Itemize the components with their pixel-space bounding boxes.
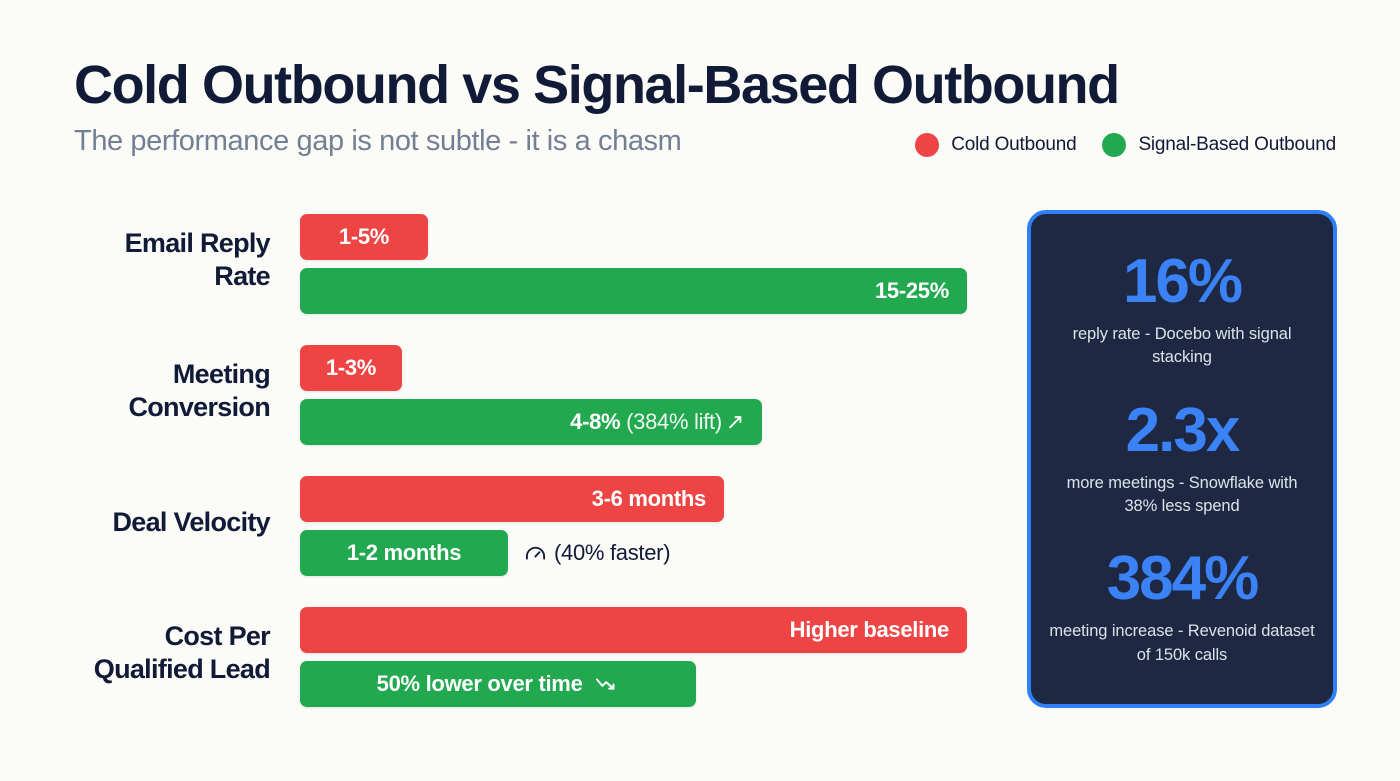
bar-signal-based-outbound[interactable]: 15-25% [300, 268, 967, 314]
bar-group-email-reply-rate: Email Reply Rate 1-5% 15-25% [0, 205, 1000, 336]
page-title: Cold Outbound vs Signal-Based Outbound [74, 55, 1120, 115]
bar-signal-based-outbound[interactable]: 1-2 months [300, 530, 508, 576]
bar-value-label: 1-2 months [346, 540, 462, 565]
bar-row-signal: 1-2 months (40% faster) [300, 530, 1000, 576]
bar-row-signal: 50% lower over time [300, 661, 1000, 707]
legend-item-signal-based-outbound[interactable]: Signal-Based Outbound [1102, 133, 1336, 157]
bar-annotation-deal-velocity: (40% faster) [524, 540, 671, 566]
bar-value-label: 1-3% [325, 355, 377, 380]
bar-group-meeting-conversion: Meeting Conversion 1-3% 4-8% (384% lift)… [0, 336, 1000, 467]
legend-item-cold-outbound[interactable]: Cold Outbound [915, 133, 1077, 157]
bars-container: 1-3% 4-8% (384% lift) ↗ [300, 345, 1000, 445]
bar-value-label: 3-6 months [591, 486, 707, 511]
bar-group-cost-per-qualified-lead: Cost Per Qualified Lead Higher baseline … [0, 598, 1000, 729]
header: Cold Outbound vs Signal-Based Outbound T… [74, 56, 1340, 158]
circle-icon [1102, 133, 1127, 157]
legend-label: Cold Outbound [951, 134, 1077, 155]
stat-block: 384% meeting increase - Revenoid dataset… [1049, 548, 1315, 667]
highlight-stats-card: 16% reply rate - Docebo with signal stac… [1027, 210, 1337, 708]
bar-cold-outbound[interactable]: 1-3% [300, 345, 402, 391]
bar-value-label: 50% lower over time [377, 671, 620, 697]
category-label-meeting-conversion: Meeting Conversion [40, 336, 270, 446]
category-label-line: Conversion [128, 392, 270, 422]
circle-icon [915, 133, 940, 157]
bar-chart: Email Reply Rate 1-5% 15-25% Meeting [0, 205, 1000, 729]
page-subtitle: The performance gap is not subtle - it i… [74, 125, 682, 158]
bars-container: 1-5% 15-25% [300, 214, 1000, 314]
bar-group-deal-velocity: Deal Velocity 3-6 months 1-2 months [0, 467, 1000, 598]
stat-value: 2.3x [1125, 395, 1241, 465]
bar-signal-based-outbound[interactable]: 50% lower over time [300, 661, 696, 707]
bars-container: Higher baseline 50% lower over time [300, 607, 1000, 707]
category-label-line: Deal Velocity [112, 506, 271, 537]
bar-signal-based-outbound[interactable]: 4-8% (384% lift) ↗ [300, 399, 762, 445]
bar-value-label: Higher baseline [789, 617, 950, 642]
category-label-line: Email Reply [124, 228, 271, 259]
bar-row-signal: 4-8% (384% lift) ↗ [300, 399, 1000, 445]
stat-caption: more meetings - Snowflake with 38% less … [1066, 473, 1298, 515]
arrow-up-right-icon: ↗ [725, 409, 744, 434]
bar-note-text: (384% lift) [626, 409, 722, 434]
category-label-line: Qualified Lead [93, 654, 271, 684]
stat-value: 384% [1106, 544, 1260, 614]
bar-value-label: 1-5% [338, 224, 390, 249]
bar-value-text: 4-8% [570, 409, 621, 434]
bar-cold-outbound[interactable]: 3-6 months [300, 476, 724, 522]
bars-container: 3-6 months 1-2 months (40% f [300, 476, 1000, 576]
category-label-line: Cost Per [164, 621, 271, 652]
trending-down-icon [596, 678, 615, 690]
bar-row-cold: Higher baseline [300, 607, 1000, 653]
bar-value-label: 4-8% (384% lift) ↗ [570, 409, 744, 435]
category-label-cost-per-qualified-lead: Cost Per Qualified Lead [40, 598, 271, 708]
bar-row-cold: 1-5% [300, 214, 1000, 260]
bar-row-cold: 1-3% [300, 345, 1000, 391]
category-label-email-reply-rate: Email Reply Rate [40, 205, 271, 315]
stat-block: 2.3x more meetings - Snowflake with 38% … [1049, 395, 1315, 519]
bar-cold-outbound[interactable]: Higher baseline [300, 607, 967, 653]
bar-cold-outbound[interactable]: 1-5% [300, 214, 428, 260]
stat-caption: meeting increase - Revenoid dataset of 1… [1049, 622, 1315, 664]
bar-row-signal: 15-25% [300, 268, 1000, 314]
stat-caption: reply rate - Docebo with signal stacking [1072, 324, 1292, 367]
bar-value-text: 50% lower over time [376, 671, 583, 696]
category-label-line: Meeting [172, 359, 271, 390]
bar-row-cold: 3-6 months [300, 476, 1000, 522]
stat-block: 16% reply rate - Docebo with signal stac… [1049, 246, 1315, 370]
category-label-line: Rate [214, 261, 270, 291]
legend-label: Signal-Based Outbound [1138, 134, 1336, 155]
bar-annotation-text: (40% faster) [554, 540, 671, 565]
category-label-deal-velocity: Deal Velocity [40, 467, 271, 577]
stat-value: 16% [1122, 246, 1243, 316]
speedometer-icon [525, 546, 546, 560]
bar-value-label: 15-25% [874, 278, 949, 303]
chart-legend: Cold Outbound Signal-Based Outbound [915, 133, 1336, 157]
